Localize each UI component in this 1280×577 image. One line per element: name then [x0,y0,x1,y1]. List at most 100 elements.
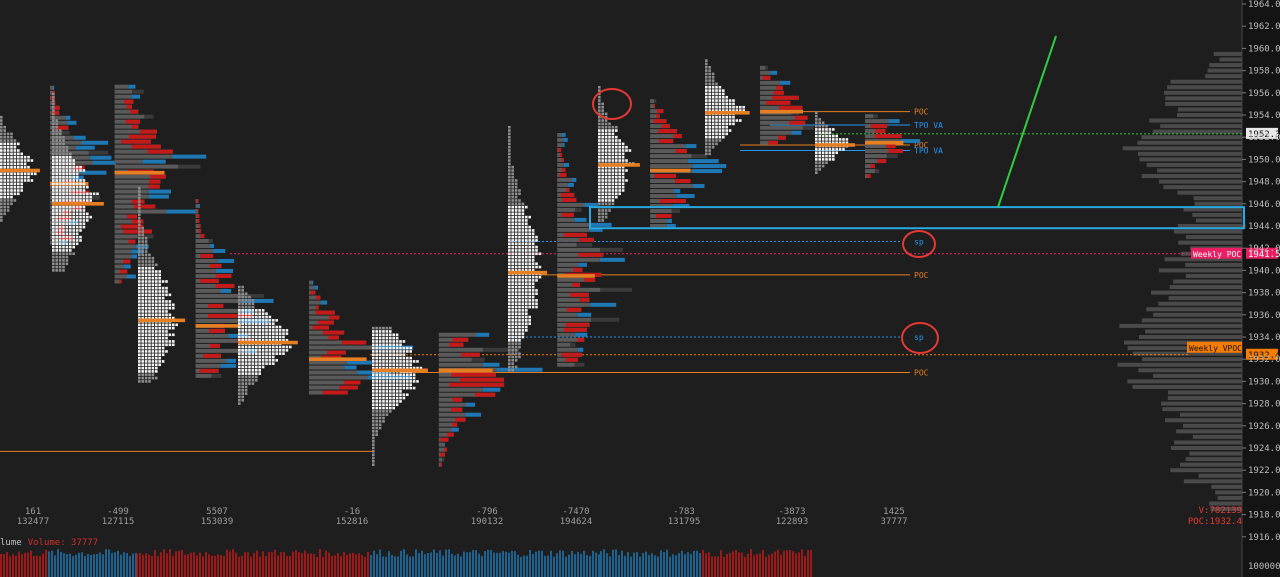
volume-strip-bar [547,555,549,577]
tpo-block [535,239,538,242]
delta-bar [125,119,141,124]
price-tick-label: 1944.0 [1248,222,1280,232]
delta-bar [589,222,612,227]
volume-strip-bar [63,553,65,577]
tpo-block [372,453,375,456]
tpo-block [832,138,835,141]
tpo-block [52,229,55,232]
tpo-block [399,386,402,390]
volume-strip-bar [457,553,459,577]
volume-strip-bar [60,551,62,577]
volume-strip-bar [562,550,564,577]
tpo-block [238,329,241,332]
tpo-block [604,165,608,169]
tpo-block [148,253,151,257]
tpo-block [75,172,79,176]
tpo-block [141,266,144,270]
tpo-block [138,286,141,290]
tpo-block [65,195,69,199]
price-axis-background[interactable] [1242,0,1280,577]
composite-volume-bar [1165,101,1242,106]
volume-strip-bar [565,556,567,577]
tpo-block [10,179,13,182]
tpo-block [58,242,62,246]
tpo-block [272,359,275,362]
tpo-block [611,159,615,162]
volume-strip-bar [382,556,384,577]
volume-strip-bar [810,550,812,577]
tpo-block [705,75,708,79]
composite-volume-bar [1123,340,1242,345]
tpo-block [255,339,258,342]
tpo-block [725,125,728,129]
tpo-block [601,165,604,169]
tpo-block [705,105,708,109]
tpo-block [531,259,535,262]
tpo-block [6,165,10,169]
volume-strip-bar [99,552,101,577]
volume-bar [865,114,874,119]
tpo-block [728,99,732,102]
tpo-block [718,129,722,132]
tpo-block [58,152,62,156]
tpo-block [514,345,518,349]
tpo-block [268,355,272,359]
tpo-block [618,182,621,186]
delta-bar [315,305,319,310]
tpo-block [389,373,392,377]
tpo-block [518,215,521,219]
tpo-block [378,336,382,340]
tpo-block [248,332,251,335]
tpo-block [395,380,399,383]
tpo-block [172,343,175,347]
tpo-block [708,69,711,72]
tpo-block [821,121,825,125]
volume-bar [114,194,149,199]
tpo-block [372,363,375,367]
volume-strip-bar [804,556,806,577]
tpo-block [601,175,604,179]
tpo-block [372,336,375,340]
delta-bar [315,310,335,315]
tpo-block [52,189,55,192]
volume-strip-bar [577,551,579,577]
tpo-block [828,141,832,145]
tpo-block [525,225,528,229]
tpo-block [601,125,604,129]
tpo-block [508,255,511,259]
tpo-block [375,413,378,416]
delta-bar [765,65,768,70]
tpo-block [278,329,282,332]
tpo-block [58,179,62,182]
tpo-block [138,210,141,213]
tpo-block [385,396,389,400]
session-volume: 152816 [336,517,369,527]
tpo-block [718,132,722,136]
tpo-block [72,225,75,229]
composite-volume-bar [1127,379,1242,384]
delta-bar [789,120,806,125]
tpo-block [621,179,625,182]
delta-bar [440,437,449,442]
volume-bar [557,142,563,147]
tpo-block [715,119,718,122]
tpo-block [608,132,611,136]
tpo-block [69,172,72,176]
volume-bar [114,254,132,259]
volume-strip-bar [12,554,14,577]
tpo-block [821,138,825,141]
tpo-block [55,185,58,189]
volume-bar [438,462,442,467]
tpo-block [20,155,23,159]
tpo-block [518,302,521,305]
tpo-block [525,265,528,269]
tpo-block [608,129,611,132]
tpo-block [55,162,58,166]
volume-bar [438,432,454,437]
tpo-block [711,122,715,126]
composite-volume-bar [1158,301,1242,306]
tpo-block [268,329,272,332]
tpo-block [385,393,389,397]
circle-annotation [901,322,939,354]
